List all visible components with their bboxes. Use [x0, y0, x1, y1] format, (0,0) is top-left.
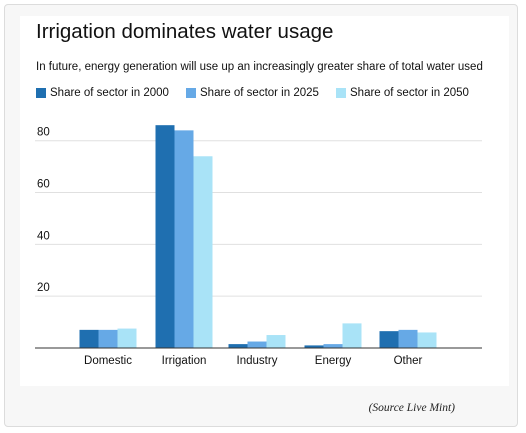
- legend-swatch-2025: [186, 88, 196, 98]
- bar: [247, 341, 267, 348]
- legend-label-2025: Share of sector in 2025: [200, 87, 319, 99]
- y-tick-label: 80: [37, 127, 50, 139]
- bar: [117, 328, 137, 348]
- chart-subtitle: In future, energy generation will use up…: [36, 61, 483, 73]
- bar: [304, 345, 324, 348]
- y-tick-label: 60: [37, 179, 50, 191]
- source-note: (Source Live Mint): [368, 402, 455, 414]
- x-tick-label: Industry: [237, 355, 278, 367]
- legend-label-2000: Share of sector in 2000: [50, 87, 169, 99]
- legend-swatch-2050: [336, 88, 346, 98]
- bar: [79, 329, 99, 348]
- x-tick-label: Energy: [315, 355, 352, 367]
- bar: [155, 125, 175, 348]
- bar: [174, 130, 194, 348]
- figure-frame: Irrigation dominates water usage In futu…: [4, 4, 518, 427]
- bar: [342, 323, 362, 348]
- y-tick-label: 20: [37, 282, 50, 294]
- legend-swatch-2000: [36, 88, 46, 98]
- bar: [323, 344, 343, 348]
- bar: [398, 329, 418, 348]
- chart-card: Irrigation dominates water usage In futu…: [20, 16, 509, 386]
- y-tick-label: 40: [37, 230, 50, 242]
- x-tick-label: Other: [394, 355, 423, 367]
- x-tick-label: Irrigation: [162, 355, 207, 367]
- bar: [228, 344, 248, 348]
- chart-title: Irrigation dominates water usage: [36, 20, 334, 43]
- bar-chart: 20 40 60 80 Domestic Irrigation Industry Energy…: [35, 125, 482, 367]
- bar: [98, 329, 118, 348]
- bar: [379, 331, 399, 348]
- legend-label-2050: Share of sector in 2050: [350, 87, 469, 99]
- bar: [417, 332, 437, 348]
- x-tick-label: Domestic: [84, 355, 132, 367]
- bar: [193, 156, 213, 348]
- bar: [266, 335, 286, 348]
